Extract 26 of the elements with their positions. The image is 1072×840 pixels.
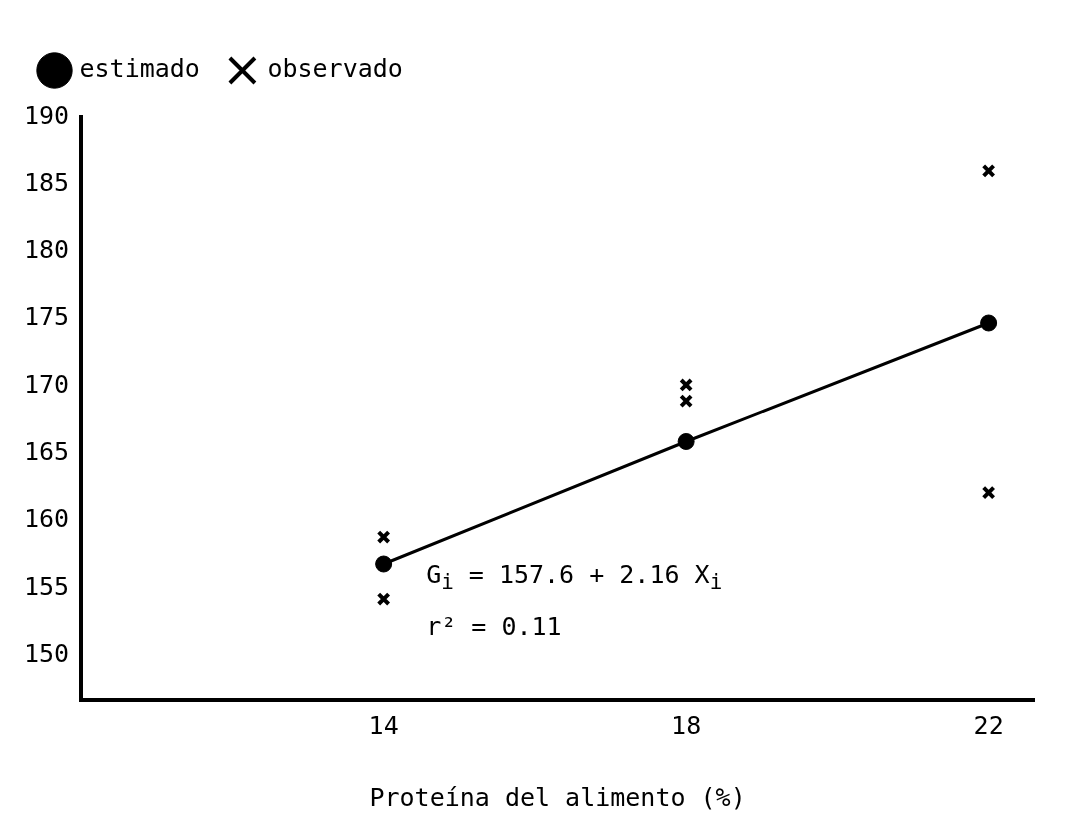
point bbox=[981, 485, 996, 500]
y-tick-label: 150 bbox=[24, 639, 70, 669]
annotation: G$_{i}$ = 157.6 + 2.16 X$_{i}$ bbox=[426, 560, 723, 594]
y-tick-label: 160 bbox=[24, 504, 70, 534]
legend-label: observado bbox=[267, 54, 403, 83]
y-tick-label: 170 bbox=[24, 369, 70, 399]
annotation: r² = 0.11 bbox=[426, 612, 562, 641]
point bbox=[679, 377, 694, 392]
x-tick-label: 14 bbox=[368, 710, 399, 740]
point bbox=[981, 163, 996, 178]
y-tick-label: 175 bbox=[24, 302, 70, 332]
y-tick-label: 185 bbox=[24, 167, 70, 197]
y-tick-label: 190 bbox=[24, 100, 70, 130]
x-tick-label: 22 bbox=[973, 710, 1004, 740]
y-tick-label: 180 bbox=[24, 235, 70, 265]
point bbox=[375, 555, 393, 573]
point bbox=[677, 432, 695, 450]
y-tick-label: 155 bbox=[24, 571, 70, 601]
legend-label: estimado bbox=[79, 54, 200, 83]
y-tick-label: 165 bbox=[24, 437, 70, 467]
x-axis-title: Proteína del alimento (%) bbox=[369, 782, 746, 812]
point bbox=[376, 530, 391, 545]
point bbox=[376, 592, 391, 606]
point bbox=[980, 314, 998, 332]
point bbox=[679, 394, 694, 409]
x-tick-label: 18 bbox=[671, 710, 702, 740]
